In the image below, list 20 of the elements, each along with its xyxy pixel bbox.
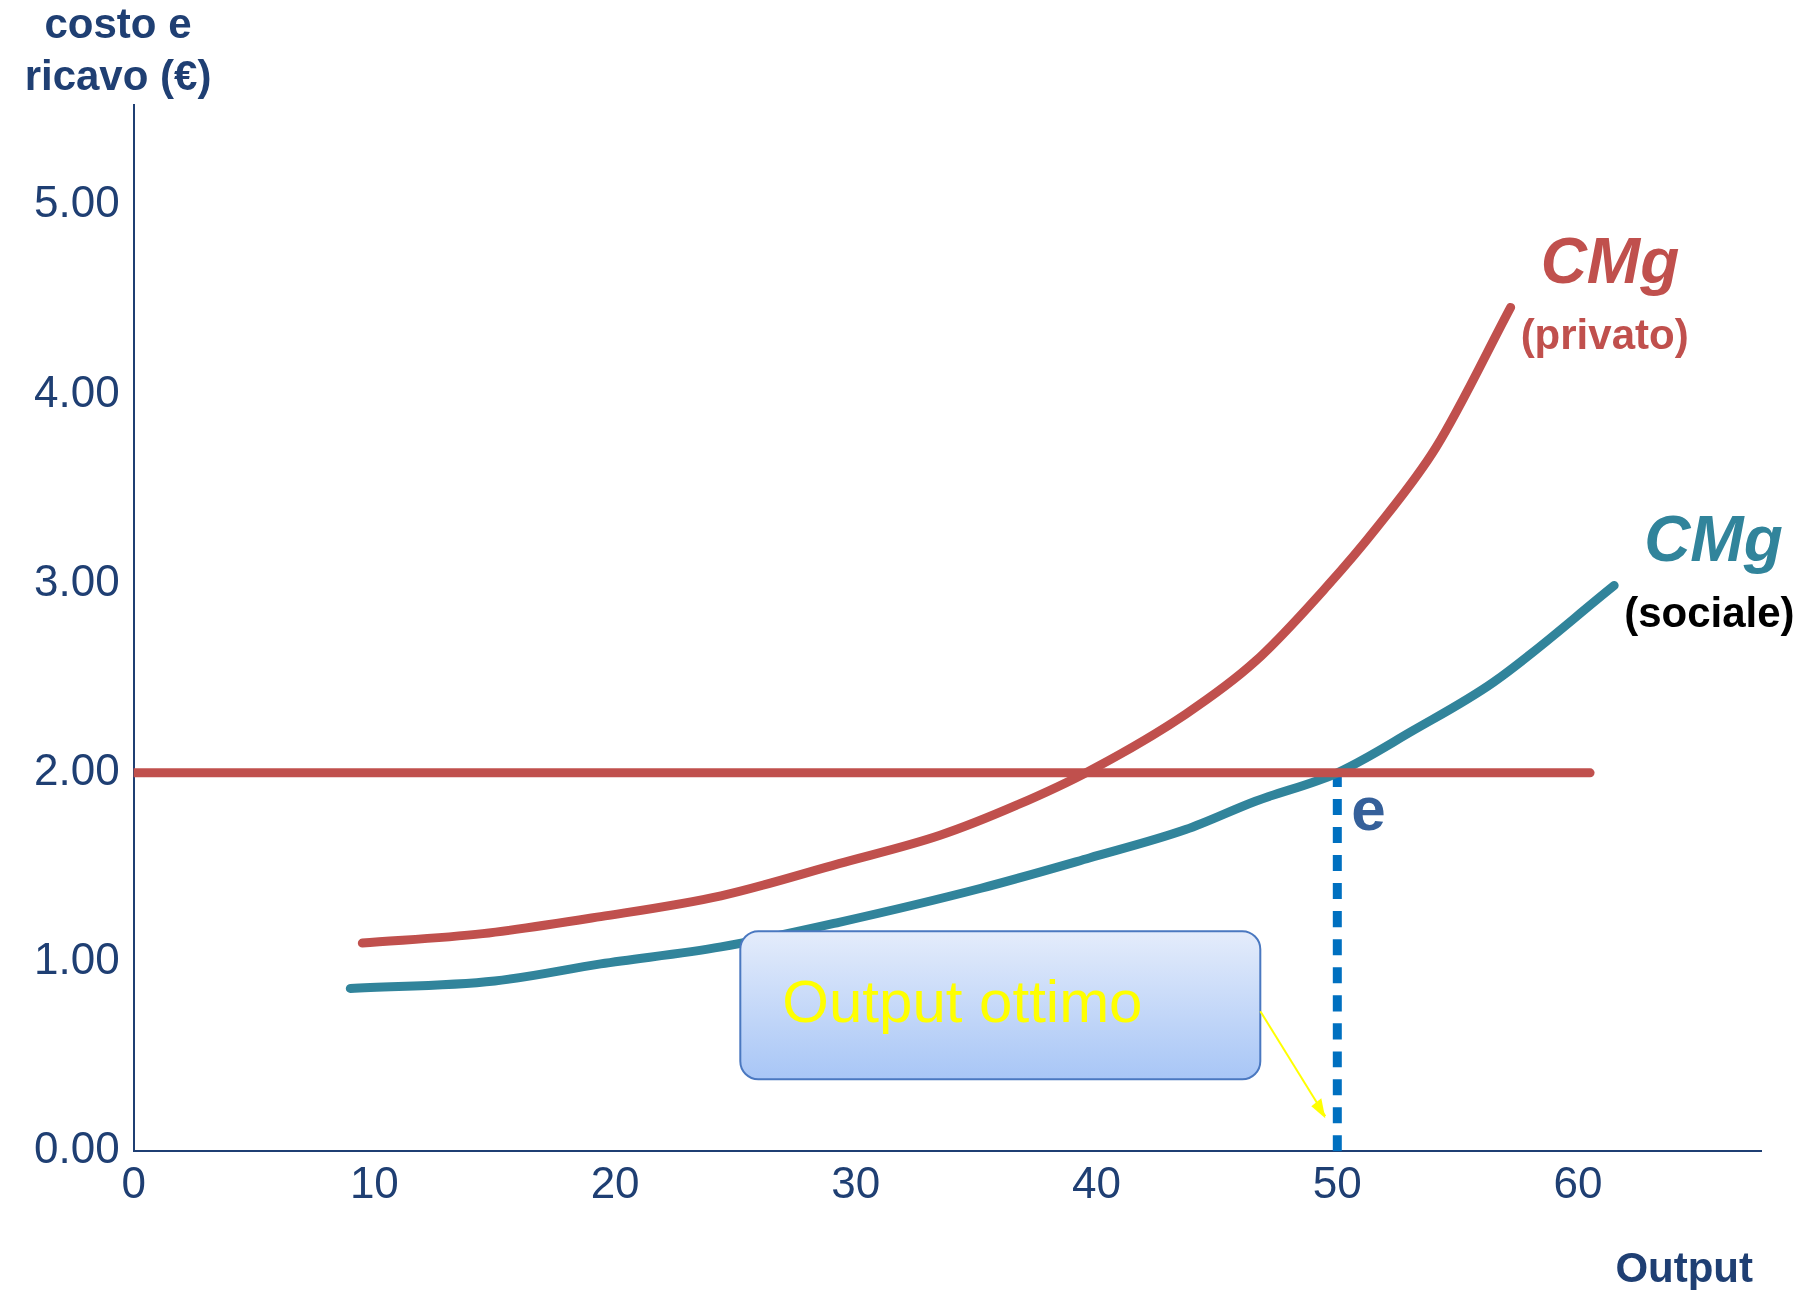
x-tick-label: 0 [121,1157,146,1207]
y-tick-label: 3.00 [34,555,120,605]
x-tick-label: 60 [1553,1157,1603,1207]
y-tick-label: 1.00 [34,934,120,984]
y-tick-label: 4.00 [34,366,120,416]
y-tick-label: 5.00 [34,177,120,227]
x-tick-label: 40 [1072,1157,1122,1207]
y-tick-label: 2.00 [34,744,120,794]
annotation: Output ottimo [782,967,1143,1035]
series-label: CMg [1644,503,1783,576]
y-tick-label: 0.00 [34,1123,120,1173]
x-tick-label: 10 [349,1157,399,1207]
x-tick-label: 20 [590,1157,640,1207]
series-label: CMg [1540,225,1680,298]
x-tick-label: 50 [1312,1157,1362,1207]
x-tick-label: 30 [831,1157,881,1207]
annotation: (sociale) [1624,589,1795,637]
y-axis-title: costo e ricavo (€) [24,0,212,99]
annotation: (privato) [1520,311,1689,359]
annotation: e [1351,773,1386,843]
